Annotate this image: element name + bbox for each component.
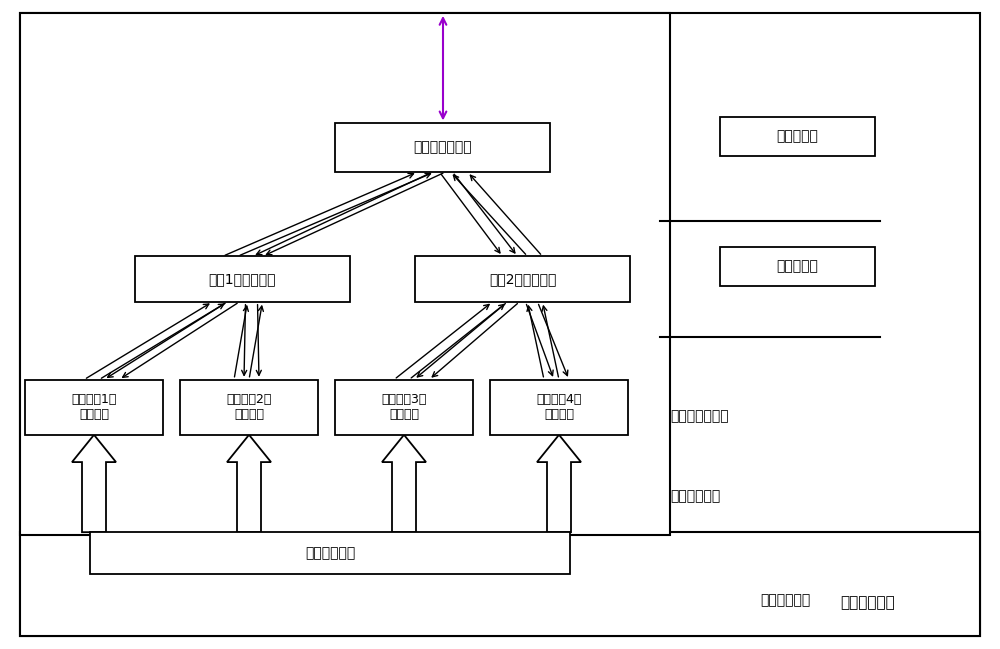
Text: 工作中心2：
决策单元: 工作中心2： 决策单元 bbox=[226, 393, 272, 421]
Bar bbox=[180, 380, 318, 435]
Bar bbox=[20, 13, 670, 535]
Bar bbox=[490, 380, 628, 435]
Bar bbox=[335, 123, 550, 172]
Text: 工作中心1：
决策单元: 工作中心1： 决策单元 bbox=[71, 393, 117, 421]
Bar bbox=[135, 256, 350, 302]
Text: 工作中心4：
决策单元: 工作中心4： 决策单元 bbox=[536, 393, 582, 421]
Text: 工序1：决策单元: 工序1：决策单元 bbox=[209, 272, 276, 286]
Polygon shape bbox=[227, 435, 271, 532]
Polygon shape bbox=[537, 435, 581, 532]
Bar bbox=[25, 380, 163, 435]
Text: 数据采集单元: 数据采集单元 bbox=[840, 594, 895, 610]
Polygon shape bbox=[72, 435, 116, 532]
Text: 工作中心3：
决策单元: 工作中心3： 决策单元 bbox=[381, 393, 427, 421]
Bar bbox=[20, 532, 980, 636]
Text: 车间决策层: 车间决策层 bbox=[777, 129, 818, 143]
Text: 执行状态参数: 执行状态参数 bbox=[305, 546, 355, 560]
Text: 工序2：决策单元: 工序2：决策单元 bbox=[489, 272, 556, 286]
Text: 车间：决策单元: 车间：决策单元 bbox=[413, 141, 472, 154]
Text: 数据采集单元: 数据采集单元 bbox=[760, 593, 810, 607]
Text: 工作中心决策层: 工作中心决策层 bbox=[670, 410, 729, 424]
Bar bbox=[335, 380, 473, 435]
Bar bbox=[720, 247, 875, 286]
Text: 层级决策机构: 层级决策机构 bbox=[670, 489, 720, 504]
Bar bbox=[415, 256, 630, 302]
Polygon shape bbox=[382, 435, 426, 532]
Bar bbox=[90, 532, 570, 574]
Bar bbox=[720, 117, 875, 156]
Text: 工序决策层: 工序决策层 bbox=[777, 259, 818, 273]
